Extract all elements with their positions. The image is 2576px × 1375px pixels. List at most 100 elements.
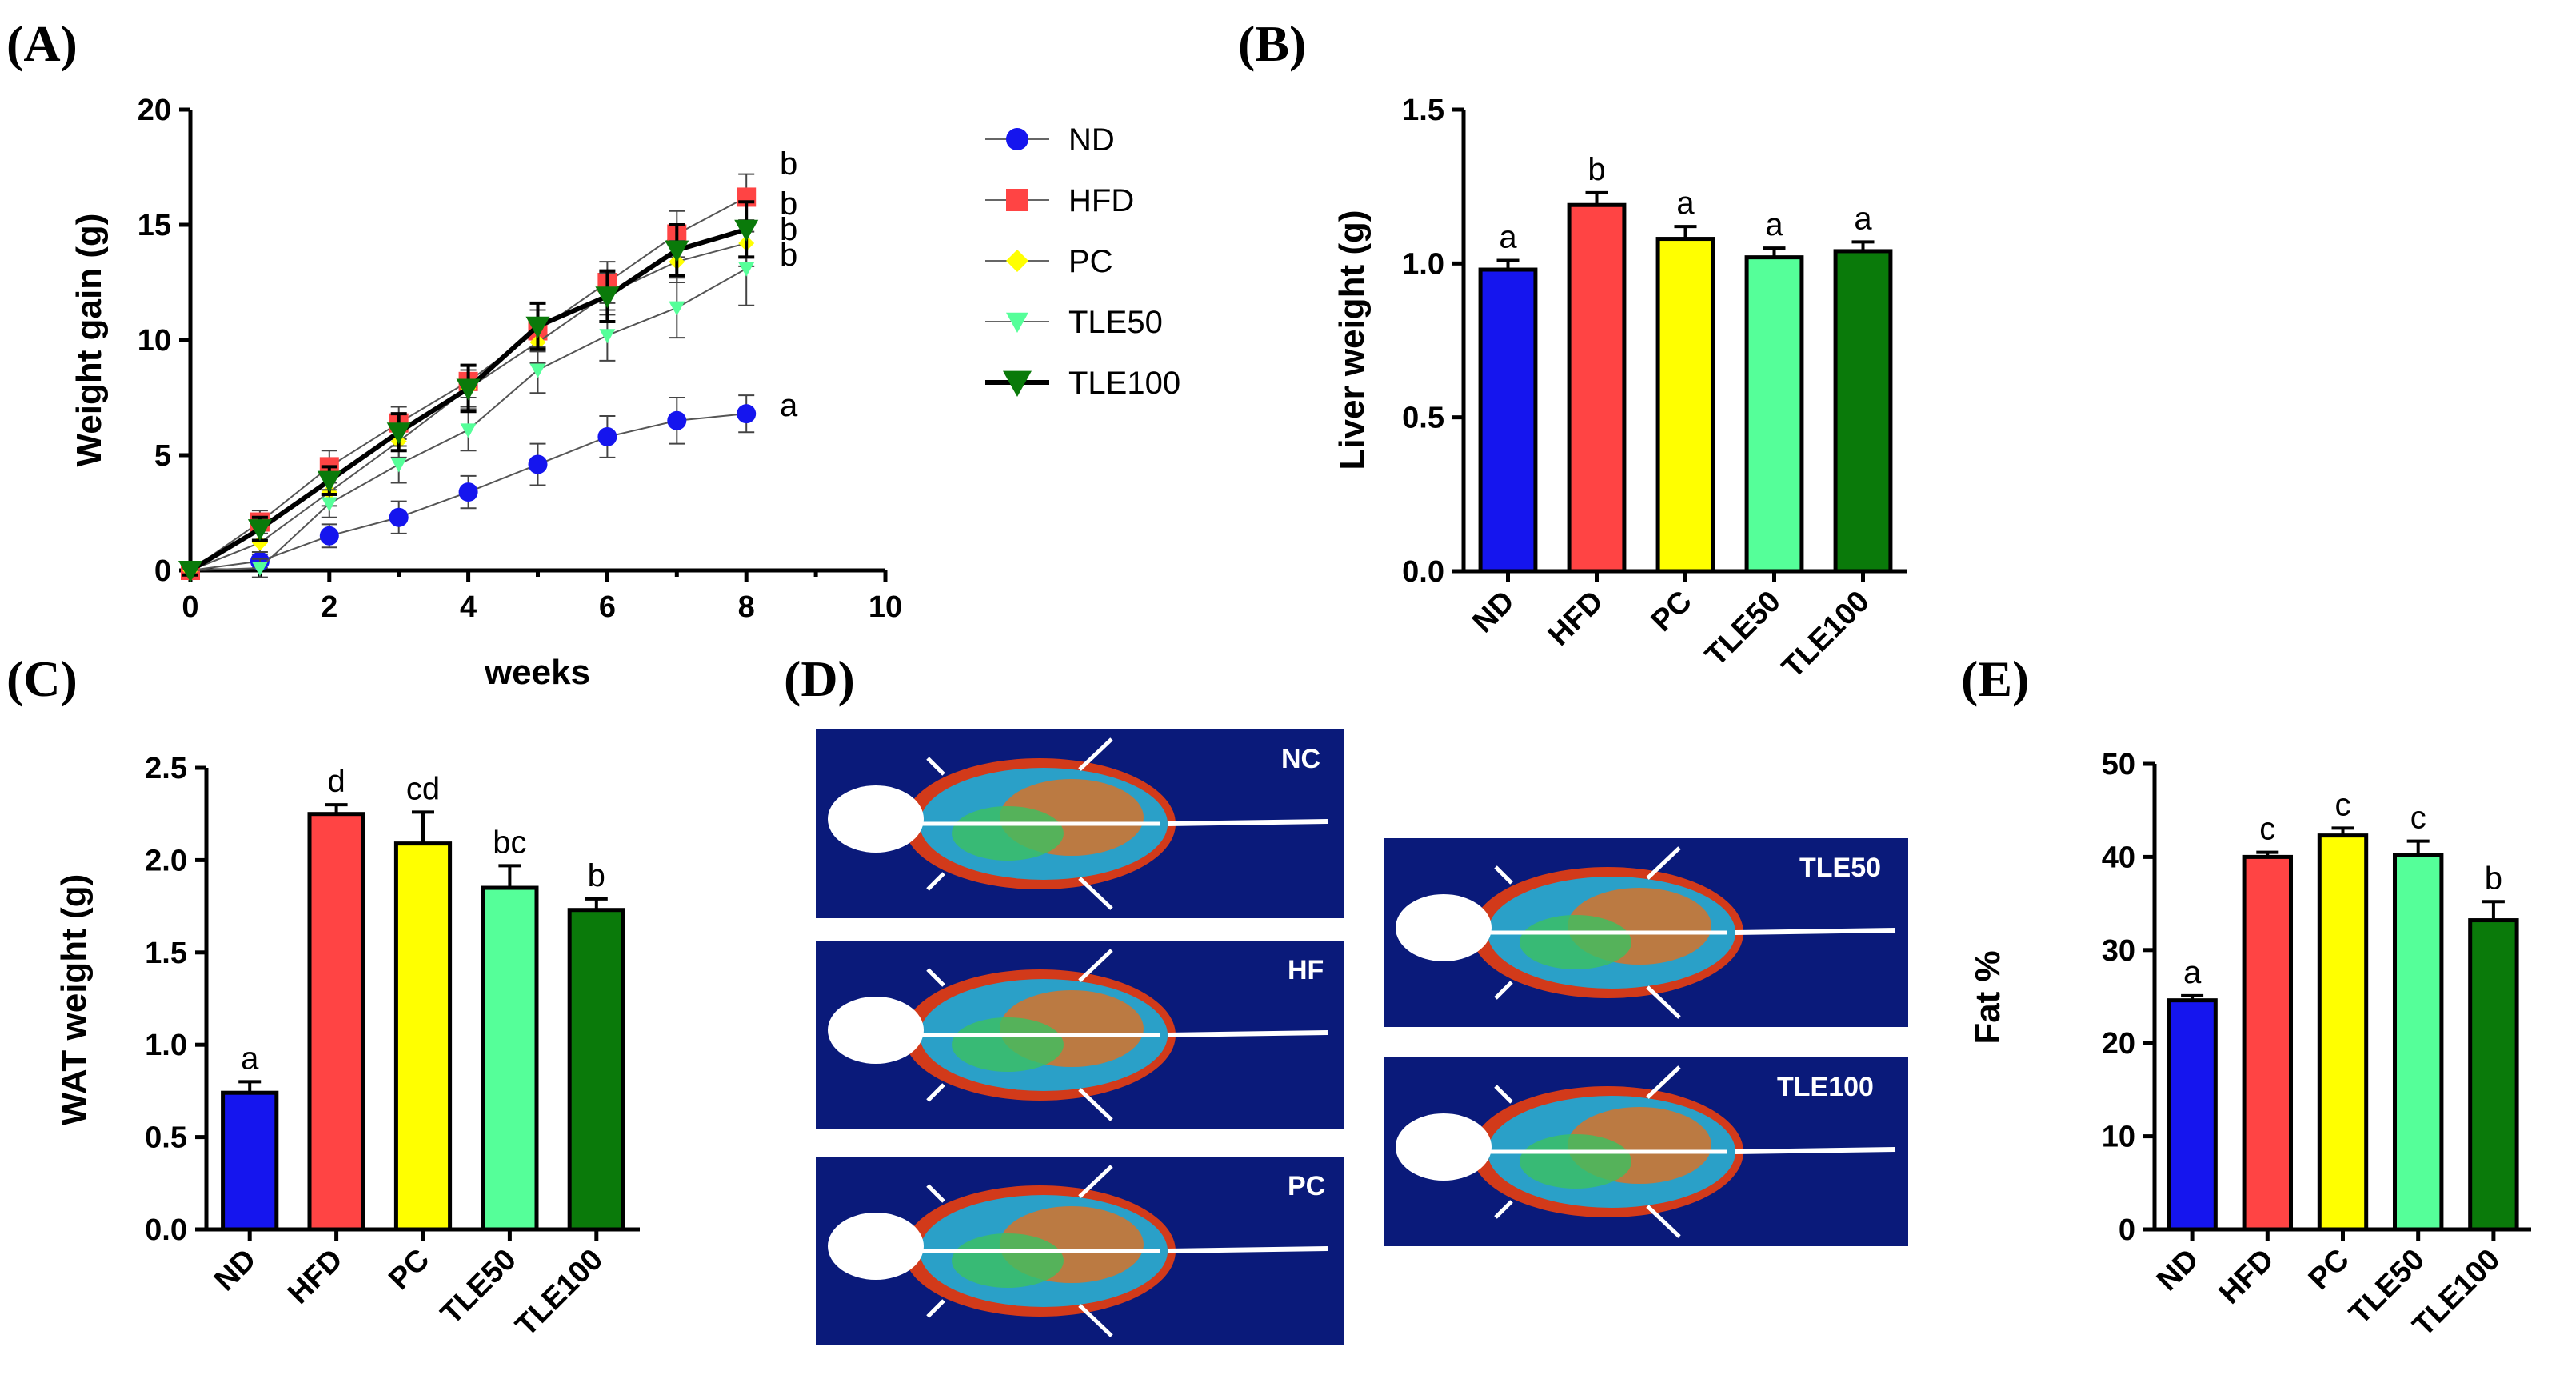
rat-leg — [1078, 1304, 1113, 1337]
bar-tle100 — [567, 908, 625, 1232]
significance-letter: b — [2485, 861, 2502, 896]
x-tick-label-pc: PC — [2302, 1243, 2356, 1297]
data-point-tle50 — [390, 458, 407, 473]
data-point-nd — [597, 426, 617, 446]
x-tick-label: 6 — [599, 590, 616, 624]
x-tick-label: 0 — [182, 590, 198, 624]
rat-leg — [1646, 1205, 1681, 1238]
scan-tle50: TLE50 — [1384, 838, 1908, 1027]
bar-group-nd: a ND — [1466, 219, 1538, 639]
y-tick-label: 2.5 — [145, 752, 187, 785]
y-tick-label: 1.0 — [145, 1029, 187, 1062]
data-point-tle100 — [595, 286, 620, 309]
data-point-pc — [251, 534, 268, 551]
data-point-tle50 — [460, 423, 477, 438]
legend-label-hfd: HFD — [1068, 183, 1134, 218]
data-point-tle50 — [599, 329, 616, 344]
y-tick-label: 0 — [2119, 1213, 2135, 1247]
legend-marker-pc — [1006, 250, 1028, 272]
rat-leg — [1078, 737, 1113, 771]
rat-leg — [1646, 1065, 1681, 1099]
panel-label-d: (D) — [784, 650, 855, 707]
scan-label-pc: PC — [1288, 1171, 1325, 1201]
x-tick-label-tle100: TLE100 — [1776, 585, 1876, 685]
bar-group-nd: a ND — [208, 1041, 279, 1297]
rat-lean-region — [952, 1233, 1064, 1288]
series-tle100 — [178, 200, 759, 582]
bar-hfd — [1567, 202, 1627, 574]
data-point-tle50 — [669, 301, 685, 316]
rat-leg — [1494, 865, 1513, 885]
data-point-tle50 — [529, 363, 546, 378]
scan-label-nc: NC — [1281, 744, 1320, 774]
bar-group-pc: a PC — [1645, 186, 1715, 638]
y-tick-label: 10 — [138, 324, 171, 358]
bar-tle100 — [1833, 249, 1893, 574]
significance-letter: b — [780, 146, 797, 182]
significance-letter: a — [1765, 207, 1783, 242]
chart-c-wat-weight: 0.0 0.5 1.0 1.5 2.0 2.5 WAT weight (g) a ND d HFD c… — [54, 752, 640, 1343]
y-tick-label: 20 — [138, 94, 171, 127]
data-point-tle50 — [251, 562, 268, 577]
y-tick-label: 20 — [2102, 1027, 2135, 1061]
rat-tail — [1167, 1030, 1328, 1037]
rat-leg — [1078, 1165, 1113, 1198]
rat-leg — [1078, 949, 1113, 982]
significance-letter: a — [241, 1041, 259, 1076]
x-tick-label-nd: ND — [2151, 1243, 2206, 1298]
panel-label-a: (A) — [6, 15, 78, 72]
rat-tail — [1735, 1147, 1896, 1154]
significance-letter: b — [588, 858, 605, 893]
rat-head — [1396, 1113, 1492, 1181]
bar-nd — [221, 1090, 279, 1232]
scan-label-hf: HF — [1288, 955, 1324, 985]
data-point-tle100 — [386, 422, 411, 445]
y-axis-label: WAT weight (g) — [54, 874, 94, 1125]
y-tick-label: 10 — [2102, 1121, 2135, 1154]
bar-nd — [1478, 267, 1538, 574]
y-tick-label: 0.5 — [145, 1121, 187, 1155]
bar-group-hfd: c HFD — [2213, 812, 2294, 1311]
rat-leg — [1494, 1085, 1513, 1104]
x-tick-label-tle100: TLE100 — [509, 1243, 609, 1343]
rat-tail — [1167, 1246, 1328, 1253]
y-tick-label: 50 — [2102, 748, 2135, 781]
y-tick-label: 2.0 — [145, 844, 187, 877]
rat-leg — [1494, 1200, 1513, 1219]
significance-letter: b — [780, 186, 797, 222]
y-tick-label: 0.0 — [1402, 555, 1444, 589]
scan-nc: NC — [816, 729, 1344, 918]
x-tick-label-pc: PC — [382, 1243, 436, 1297]
rat-head — [828, 997, 924, 1064]
data-point-tle50 — [321, 497, 337, 512]
x-tick-label: 8 — [738, 590, 755, 624]
y-tick-label: 30 — [2102, 934, 2135, 968]
legend-label-nd: ND — [1068, 122, 1115, 158]
y-tick-label: 0.5 — [1402, 402, 1444, 435]
data-point-nd — [319, 526, 339, 546]
significance-letter: a — [1676, 186, 1695, 221]
bar-tle50 — [2392, 853, 2444, 1232]
scan-label-tle50: TLE50 — [1799, 853, 1881, 883]
x-tick-label-tle50: TLE50 — [1699, 585, 1787, 673]
x-tick-label-hfd: HFD — [2213, 1243, 2281, 1311]
y-tick-label: 40 — [2102, 841, 2135, 874]
x-tick-label-pc: PC — [1645, 585, 1699, 638]
bar-tle50 — [481, 885, 539, 1232]
panel-label-b: (B) — [1238, 15, 1306, 72]
panel-label-c: (C) — [6, 650, 78, 707]
y-axis-label: Weight gain (g) — [70, 214, 109, 467]
rat-leg — [926, 1184, 945, 1203]
data-point-nd — [389, 507, 409, 527]
data-point-tle100 — [734, 219, 759, 242]
significance-letter: bc — [493, 825, 526, 860]
bar-group-nd: a ND — [2151, 955, 2218, 1298]
significance-letter: c — [2335, 787, 2351, 822]
bar-group-pc: c PC — [2302, 787, 2369, 1297]
panel-label-e: (E) — [1961, 650, 2029, 707]
rat-head — [828, 785, 924, 853]
rat-lean-region — [1520, 915, 1631, 969]
scan-label-tle100: TLE100 — [1777, 1072, 1874, 1102]
